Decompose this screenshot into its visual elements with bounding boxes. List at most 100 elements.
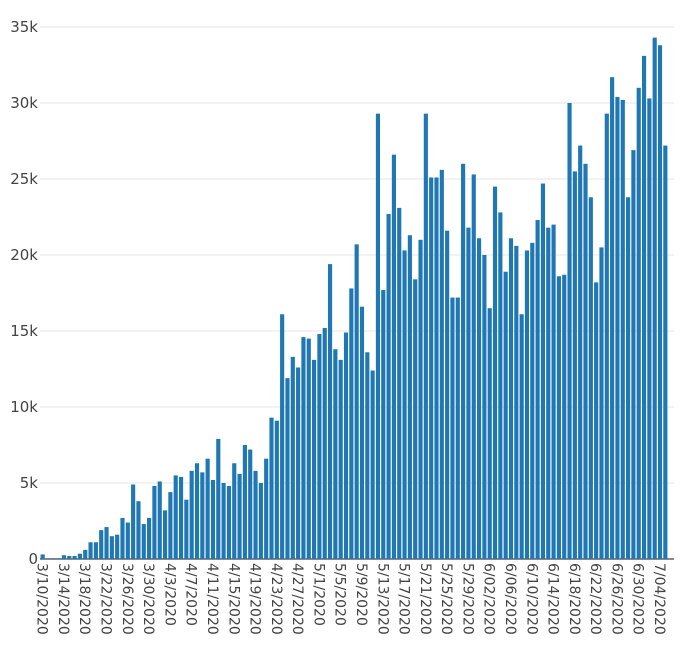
bar[interactable]: [93, 542, 98, 559]
bar[interactable]: [205, 458, 210, 559]
bar[interactable]: [418, 239, 423, 560]
bar[interactable]: [67, 555, 72, 559]
bar[interactable]: [296, 367, 301, 559]
bar[interactable]: [445, 230, 450, 559]
bar[interactable]: [599, 247, 604, 559]
bar[interactable]: [280, 314, 285, 559]
bar[interactable]: [386, 213, 391, 559]
bar[interactable]: [88, 542, 93, 559]
bar[interactable]: [503, 271, 508, 559]
bar[interactable]: [519, 314, 524, 559]
bar[interactable]: [482, 255, 487, 559]
bar[interactable]: [162, 510, 168, 559]
bar[interactable]: [381, 289, 386, 559]
bar[interactable]: [434, 177, 439, 560]
bar[interactable]: [562, 274, 567, 559]
bar[interactable]: [402, 250, 407, 559]
bar[interactable]: [173, 475, 178, 559]
bar[interactable]: [626, 197, 631, 560]
bar[interactable]: [194, 463, 200, 559]
bar[interactable]: [264, 458, 269, 559]
bar[interactable]: [349, 288, 354, 559]
bar[interactable]: [455, 297, 460, 559]
bar[interactable]: [72, 555, 77, 559]
bar[interactable]: [61, 555, 67, 559]
bar[interactable]: [413, 279, 418, 559]
bar[interactable]: [99, 530, 104, 559]
bar[interactable]: [168, 492, 173, 559]
bar[interactable]: [141, 524, 146, 559]
bar[interactable]: [423, 113, 428, 559]
bar[interactable]: [546, 227, 551, 559]
bar[interactable]: [242, 445, 247, 559]
bar[interactable]: [136, 501, 141, 559]
bar[interactable]: [636, 87, 641, 560]
bar[interactable]: [620, 99, 625, 560]
bar[interactable]: [375, 113, 381, 559]
bar[interactable]: [397, 207, 402, 559]
bar[interactable]: [492, 186, 498, 559]
bar[interactable]: [365, 352, 370, 559]
bar[interactable]: [578, 145, 583, 559]
bar[interactable]: [301, 337, 306, 559]
bar[interactable]: [45, 558, 51, 559]
bar[interactable]: [178, 476, 184, 559]
bar[interactable]: [407, 235, 412, 560]
bar[interactable]: [487, 308, 492, 559]
bar[interactable]: [514, 245, 519, 559]
bar[interactable]: [248, 449, 253, 559]
bar[interactable]: [583, 163, 588, 560]
bar[interactable]: [51, 558, 56, 559]
bar[interactable]: [274, 420, 279, 559]
bar[interactable]: [226, 486, 232, 559]
bar[interactable]: [439, 169, 444, 559]
bar[interactable]: [333, 349, 338, 559]
bar[interactable]: [125, 522, 130, 559]
bar[interactable]: [508, 238, 514, 559]
bar[interactable]: [120, 517, 125, 559]
bar[interactable]: [216, 438, 221, 559]
bar[interactable]: [221, 483, 226, 559]
bar[interactable]: [306, 338, 311, 559]
bar[interactable]: [317, 334, 322, 559]
bar[interactable]: [604, 113, 609, 559]
bar[interactable]: [327, 264, 333, 559]
bar[interactable]: [652, 37, 657, 559]
bar[interactable]: [540, 183, 546, 559]
bar[interactable]: [572, 171, 577, 559]
bar[interactable]: [269, 417, 274, 559]
bar[interactable]: [152, 486, 157, 559]
bar[interactable]: [370, 370, 375, 559]
bar[interactable]: [157, 481, 162, 559]
bar[interactable]: [466, 227, 471, 559]
bar[interactable]: [594, 282, 599, 559]
bar[interactable]: [461, 163, 466, 560]
bar[interactable]: [109, 536, 114, 559]
bar[interactable]: [359, 306, 365, 559]
bar[interactable]: [115, 534, 120, 559]
bar[interactable]: [551, 224, 556, 559]
bar[interactable]: [429, 177, 434, 560]
bar[interactable]: [471, 174, 476, 559]
bar[interactable]: [610, 77, 615, 559]
bar[interactable]: [647, 98, 652, 559]
bar[interactable]: [615, 96, 620, 560]
bar[interactable]: [258, 483, 263, 559]
bar[interactable]: [657, 45, 663, 560]
bar[interactable]: [77, 553, 82, 559]
bar[interactable]: [285, 378, 290, 559]
bar[interactable]: [343, 332, 349, 559]
bar[interactable]: [498, 212, 503, 559]
bar[interactable]: [476, 238, 482, 559]
bar[interactable]: [237, 473, 242, 559]
bar[interactable]: [131, 484, 136, 559]
bar[interactable]: [535, 220, 540, 560]
bar[interactable]: [210, 479, 216, 559]
bar[interactable]: [588, 197, 593, 560]
bar[interactable]: [147, 517, 152, 559]
bar[interactable]: [253, 470, 258, 559]
bar[interactable]: [56, 558, 61, 559]
bar[interactable]: [354, 244, 359, 560]
bar[interactable]: [338, 359, 343, 559]
bar[interactable]: [530, 242, 535, 559]
